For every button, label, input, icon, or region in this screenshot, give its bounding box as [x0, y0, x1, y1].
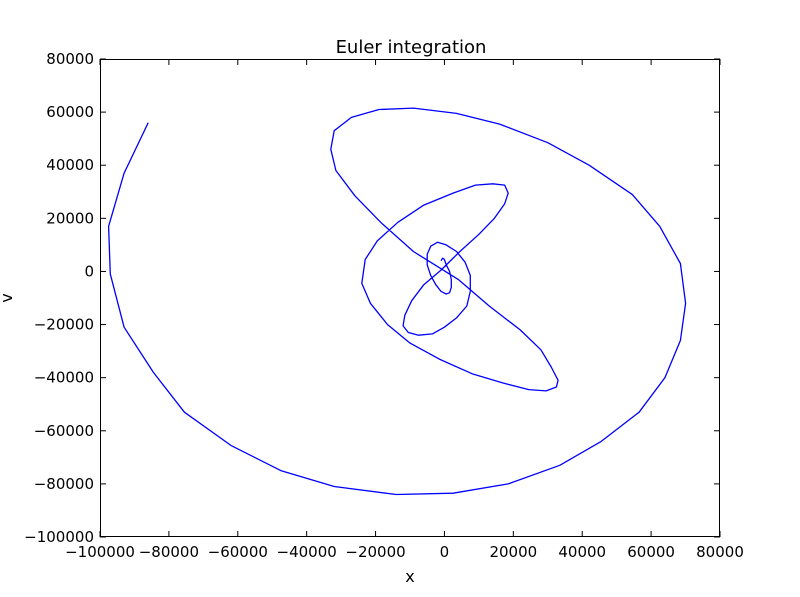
y-tick-label: −100000 [24, 528, 94, 546]
series-layer [107, 107, 687, 496]
x-tick-label: 80000 [696, 543, 744, 561]
y-tick-label: 80000 [46, 50, 94, 68]
series-line-0 [107, 107, 687, 496]
x-tick-label: −40000 [277, 543, 337, 561]
plot-frame [100, 59, 720, 537]
y-tick-label: −20000 [34, 316, 94, 334]
chart-title: Euler integration [336, 37, 487, 58]
y-tick-label: −40000 [34, 369, 94, 387]
y-tick-label: 20000 [46, 209, 94, 227]
y-tick-label: −80000 [34, 475, 94, 493]
x-tick-label: −60000 [208, 543, 268, 561]
y-tick-label: 60000 [46, 103, 94, 121]
x-tick-label: 0 [440, 543, 450, 561]
y-tick-label: 40000 [46, 156, 94, 174]
x-tick-label: 60000 [627, 543, 675, 561]
y-tick-label: −60000 [34, 422, 94, 440]
plot-area: −100000 −80000 −60000 −40000 −20000 0 20000 400… [24, 50, 744, 561]
x-tick-label: −100000 [65, 543, 135, 561]
y-axis-ticks: −100000 −80000 −60000 −40000 −20000 0 20000 400… [24, 50, 720, 546]
x-tick-label: −20000 [345, 543, 405, 561]
x-tick-label: 20000 [489, 543, 537, 561]
x-tick-label: 40000 [558, 543, 606, 561]
x-axis-ticks: −100000 −80000 −60000 −40000 −20000 0 20000 400… [65, 59, 744, 561]
y-tick-label: 0 [84, 262, 94, 280]
x-axis-label: x [405, 567, 414, 586]
y-axis-label: v [0, 293, 16, 302]
x-tick-label: −80000 [139, 543, 199, 561]
